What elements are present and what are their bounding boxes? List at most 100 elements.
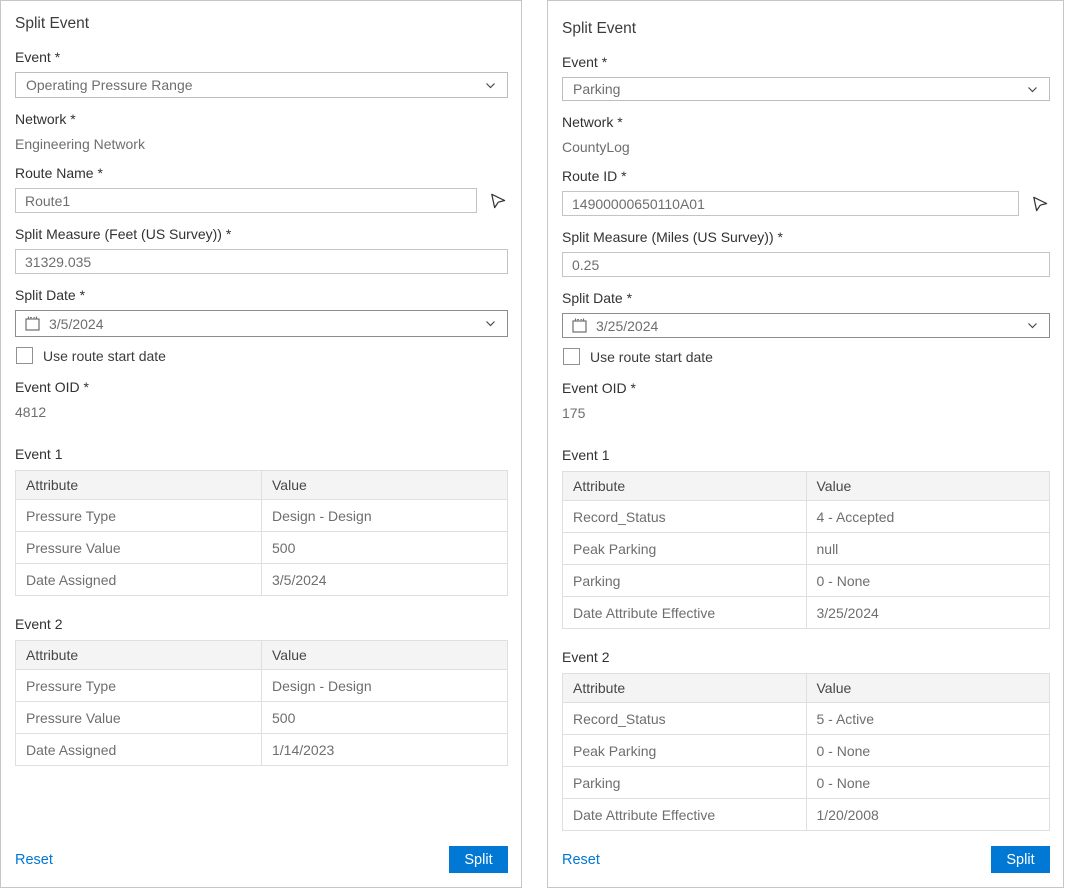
value-column-header: Value (261, 470, 508, 500)
attribute-cell: Record_Status (562, 702, 807, 735)
use-route-start-date-checkbox[interactable] (16, 347, 33, 364)
select-on-map-button[interactable] (486, 190, 508, 212)
table-row: Pressure Type Design - Design (15, 669, 508, 702)
event-label: Event * (15, 49, 61, 65)
value-cell: null (805, 532, 1050, 565)
use-route-start-date-label: Use route start date (43, 347, 166, 364)
value-cell: 0 - None (805, 766, 1050, 799)
reset-button[interactable]: Reset (15, 851, 53, 868)
value-cell: 500 (261, 701, 508, 734)
split-measure-input[interactable] (15, 249, 508, 274)
chevron-down-icon (484, 317, 497, 330)
measure-label: Split Measure (Feet (US Survey)) * (15, 226, 232, 242)
attribute-cell: Pressure Value (15, 531, 262, 564)
table-row: Parking 0 - None (562, 564, 1050, 597)
event-oid-value: 4812 (15, 404, 47, 420)
table-row: Date Assigned 1/14/2023 (15, 733, 508, 766)
value-cell: Design - Design (261, 499, 508, 532)
use-route-start-date-label: Use route start date (590, 348, 713, 365)
table-header-row: Attribute Value (15, 470, 508, 500)
table-header-row: Attribute Value (562, 471, 1050, 501)
table-row: Pressure Value 500 (15, 701, 508, 734)
table-row: Record_Status 4 - Accepted (562, 500, 1050, 533)
event-select-value: Operating Pressure Range (26, 77, 193, 93)
use-route-start-date-checkbox[interactable] (563, 348, 580, 365)
value-cell: 1/20/2008 (805, 798, 1050, 831)
chevron-down-icon (1026, 83, 1039, 96)
attribute-cell: Date Attribute Effective (562, 798, 807, 831)
event1-table: Attribute Value Pressure Type Design - D… (15, 470, 508, 596)
table-row: Date Attribute Effective 3/25/2024 (562, 596, 1050, 629)
attribute-cell: Date Attribute Effective (562, 596, 807, 629)
attribute-cell: Date Assigned (15, 733, 262, 766)
table-row: Peak Parking 0 - None (562, 734, 1050, 767)
event-oid-label: Event OID * (15, 379, 89, 395)
value-column-header: Value (805, 673, 1050, 703)
value-cell: 4 - Accepted (805, 500, 1050, 533)
event1-table: Attribute Value Record_Status 4 - Accept… (562, 471, 1050, 629)
split-event-panel-right: Split Event Event * Parking Network * Co… (547, 0, 1064, 888)
value-column-header: Value (261, 640, 508, 670)
table-row: Pressure Type Design - Design (15, 499, 508, 532)
table-row: Peak Parking null (562, 532, 1050, 565)
value-cell: 1/14/2023 (261, 733, 508, 766)
value-cell: 3/5/2024 (261, 563, 508, 596)
split-date-value: 3/25/2024 (596, 317, 659, 334)
chevron-down-icon (484, 79, 497, 92)
table-header-row: Attribute Value (562, 673, 1050, 703)
route-input[interactable] (562, 191, 1019, 217)
event1-title: Event 1 (15, 446, 63, 462)
split-measure-input[interactable] (562, 252, 1050, 278)
measure-label: Split Measure (Miles (US Survey)) * (562, 229, 783, 246)
table-row: Record_Status 5 - Active (562, 702, 1050, 735)
reset-button[interactable]: Reset (562, 851, 600, 868)
event-select[interactable]: Parking (562, 77, 1050, 102)
event2-title: Event 2 (562, 649, 610, 665)
attribute-cell: Pressure Value (15, 701, 262, 734)
network-value: Engineering Network (15, 136, 145, 152)
network-label: Network * (15, 111, 76, 127)
split-date-picker[interactable]: 3/5/2024 (15, 310, 508, 337)
split-button[interactable]: Split (449, 846, 508, 873)
calendar-icon (24, 315, 41, 332)
attribute-cell: Date Assigned (15, 563, 262, 596)
attribute-cell: Peak Parking (562, 532, 807, 565)
event-select-value: Parking (573, 81, 621, 98)
attribute-column-header: Attribute (562, 673, 807, 703)
event-oid-value: 175 (562, 405, 586, 421)
attribute-cell: Parking (562, 564, 807, 597)
calendar-icon (571, 317, 588, 334)
attribute-cell: Peak Parking (562, 734, 807, 767)
network-value: CountyLog (562, 139, 630, 156)
event2-table: Attribute Value Pressure Type Design - D… (15, 640, 508, 766)
split-date-picker[interactable]: 3/25/2024 (562, 313, 1050, 338)
attribute-column-header: Attribute (15, 470, 262, 500)
select-on-map-button[interactable] (1028, 193, 1050, 215)
route-input[interactable] (15, 188, 477, 213)
value-cell: Design - Design (261, 669, 508, 702)
split-button[interactable]: Split (991, 846, 1050, 873)
table-row: Date Attribute Effective 1/20/2008 (562, 798, 1050, 831)
attribute-cell: Pressure Type (15, 499, 262, 532)
chevron-down-icon (1026, 319, 1039, 332)
attribute-column-header: Attribute (15, 640, 262, 670)
map-pointer-icon (1030, 194, 1049, 213)
network-label: Network * (562, 114, 623, 131)
value-cell: 3/25/2024 (805, 596, 1050, 629)
attribute-cell: Pressure Type (15, 669, 262, 702)
event-select[interactable]: Operating Pressure Range (15, 72, 508, 98)
attribute-cell: Parking (562, 766, 807, 799)
event2-table: Attribute Value Record_Status 5 - Active… (562, 673, 1050, 831)
route-label: Route Name * (15, 165, 103, 181)
table-header-row: Attribute Value (15, 640, 508, 670)
split-event-panel-left: Split Event Event * Operating Pressure R… (0, 0, 522, 888)
table-row: Parking 0 - None (562, 766, 1050, 799)
table-row: Date Assigned 3/5/2024 (15, 563, 508, 596)
event2-title: Event 2 (15, 616, 63, 632)
event-label: Event * (562, 54, 608, 70)
value-cell: 500 (261, 531, 508, 564)
value-cell: 5 - Active (805, 702, 1050, 735)
split-date-label: Split Date * (562, 290, 633, 307)
split-date-value: 3/5/2024 (49, 315, 104, 332)
